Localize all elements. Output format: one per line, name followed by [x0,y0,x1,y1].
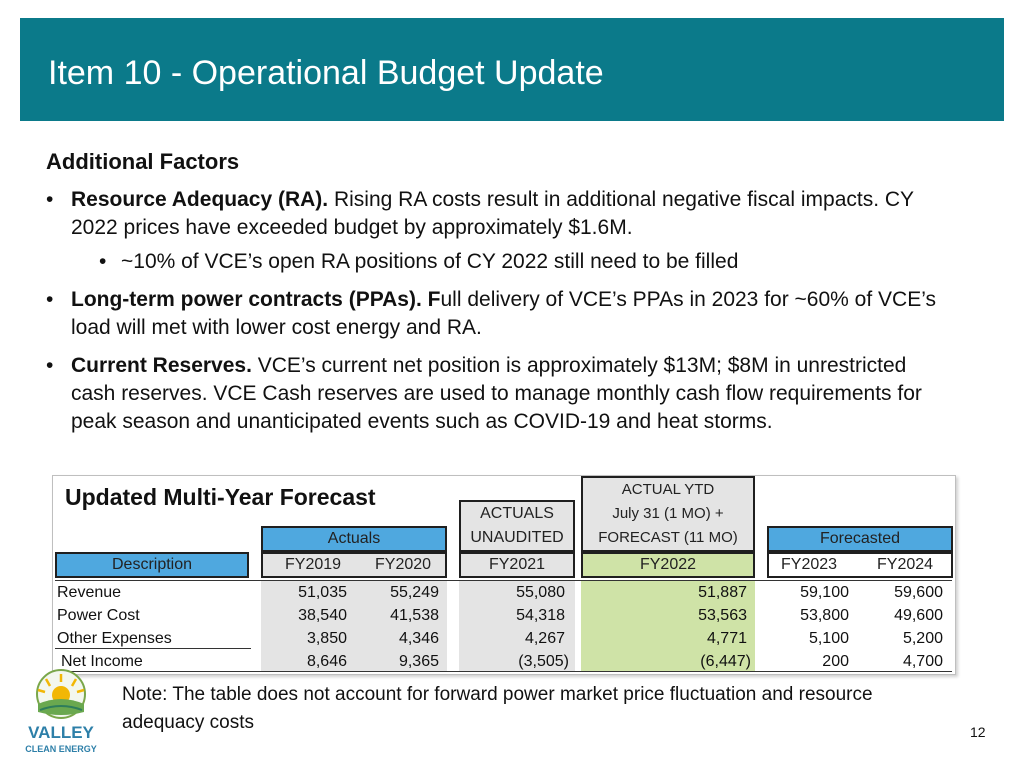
col-header-forecast-years: FY2023 FY2024 [767,552,953,578]
cell-value: 53,563 [698,607,747,624]
col-header-fy2023: FY2023 [781,556,838,573]
svg-text:CLEAN ENERGY: CLEAN ENERGY [25,744,97,754]
row-divider [55,671,952,672]
bullet-text: ull delivery of VCE’s PPAs in 2023 for ~… [71,288,936,339]
cell-value: 54,318 [516,607,565,624]
row-label-net-income: Net Income [61,653,143,670]
cell-value: 4,700 [902,653,943,670]
bullet-text: Rising RA costs result in additional neg… [71,188,914,239]
bullet-icon: • [99,250,107,273]
bullet-power-contracts: • Long-term power contracts (PPAs). Full… [46,286,946,342]
bullet-current-reserves: • Current Reserves. VCE’s current net po… [46,352,946,436]
cell-value: 8,646 [306,653,347,670]
bullet-icon: • [46,354,54,377]
cell-value: 53,800 [800,607,849,624]
svg-text:VALLEY: VALLEY [28,723,94,742]
cell-value: 5,200 [902,630,943,647]
cell-value: (6,447) [700,653,751,670]
col-header-description: Description [55,552,249,578]
cell-value: 51,035 [298,584,347,601]
group-header-actuals-unaudited: ACTUALS UNAUDITED [459,500,575,552]
cell-value: 3,850 [306,630,347,647]
row-divider [55,580,952,581]
bullet-lead: Long-term power contracts (PPAs). F [71,288,441,311]
cell-value: 4,771 [706,630,747,647]
valley-clean-energy-logo: VALLEY CLEAN ENERGY [16,668,106,760]
cell-value: 59,600 [894,584,943,601]
cell-value: 55,080 [516,584,565,601]
forecast-table-panel: Updated Multi-Year Forecast Actuals ACTU… [52,475,956,675]
unaudited-band [459,580,575,672]
col-header-fy2024: FY2024 [877,556,934,573]
sub-bullet-ra-positions: • ~10% of VCE’s open RA positions of CY … [46,248,946,276]
slide-header: Item 10 - Operational Budget Update [20,18,1004,121]
page-number: 12 [970,724,986,740]
cell-value: 55,249 [390,584,439,601]
cell-value: 49,600 [894,607,943,624]
group-header-actuals: Actuals [261,526,447,552]
table-note: Note: The table does not account for for… [122,684,873,733]
cell-value: 4,346 [398,630,439,647]
sub-bullet-text: ~10% of VCE’s open RA positions of CY 20… [121,250,739,273]
row-label-other-expenses: Other Expenses [57,630,172,647]
bullet-icon: • [46,288,54,311]
col-header-fy2019: FY2019 [285,556,342,573]
cell-value: 4,267 [524,630,565,647]
group-header-forecasted: Forecasted [767,526,953,552]
bullet-icon: • [46,188,54,211]
col-header-fy2022: FY2022 [581,552,755,578]
bullet-text: VCE’s current net position is approximat… [71,354,922,433]
col-header-actuals-years: FY2019 FY2020 [261,552,447,578]
group-header-actual-ytd: ACTUAL YTD July 31 (1 MO) + FORECAST (11… [581,476,755,552]
additional-factors-section: Additional Factors • Resource Adequacy (… [46,148,946,446]
forecast-title: Updated Multi-Year Forecast [65,484,376,510]
cell-value: 41,538 [390,607,439,624]
slide-title: Item 10 - Operational Budget Update [48,54,604,92]
cell-value: 200 [822,653,849,670]
row-label-revenue: Revenue [57,584,122,601]
cell-value: 59,100 [800,584,849,601]
col-header-fy2020: FY2020 [375,556,432,573]
section-heading: Additional Factors [46,149,240,174]
row-label-power-cost: Power Cost [57,607,140,624]
col-header-fy2021: FY2021 [459,552,575,578]
actuals-band [261,580,447,672]
bullet-lead: Resource Adequacy (RA). [71,188,329,211]
bullet-resource-adequacy: • Resource Adequacy (RA). Rising RA cost… [46,186,946,242]
ytd-band [581,580,755,672]
bullet-lead: Current Reserves. [71,354,252,377]
row-divider [55,648,251,649]
cell-value: (3,505) [518,653,569,670]
cell-value: 51,887 [698,584,747,601]
logo-emblem-icon: VALLEY CLEAN ENERGY [25,669,97,754]
cell-value: 9,365 [398,653,439,670]
cell-value: 38,540 [298,607,347,624]
cell-value: 5,100 [808,630,849,647]
